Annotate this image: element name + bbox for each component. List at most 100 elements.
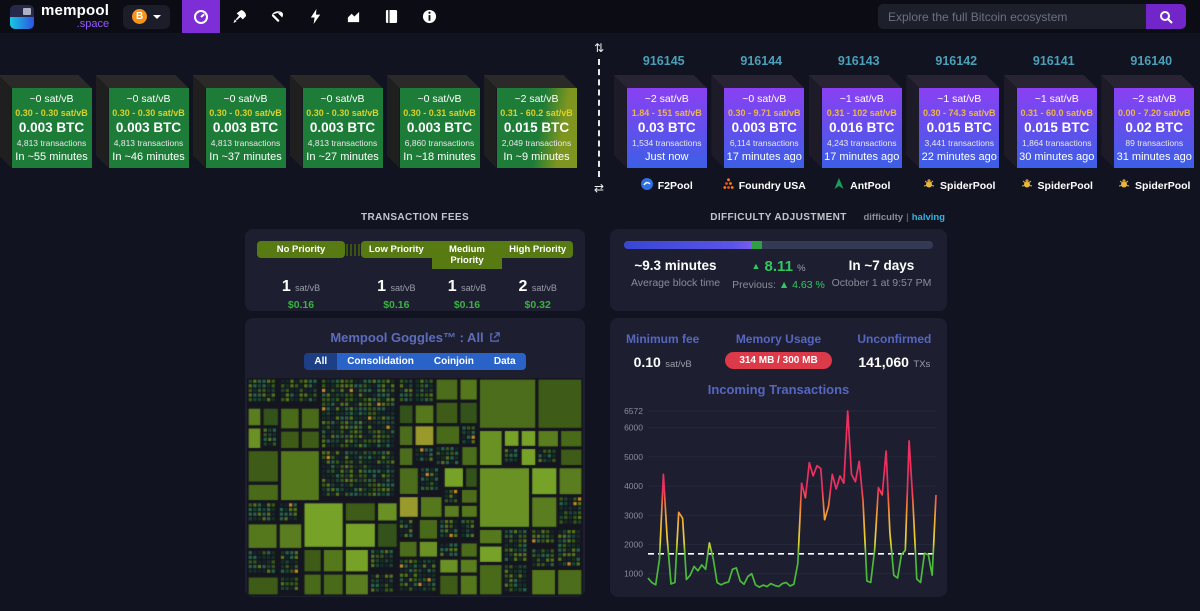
tx-count: 89 transactions	[1125, 138, 1183, 148]
total-fees: 0.03 BTC	[638, 120, 696, 135]
halving-link[interactable]: halving	[912, 212, 945, 223]
median-fee: ~2 sat/vB	[1132, 93, 1176, 105]
fees-title: TRANSACTION FEES	[245, 212, 585, 223]
search-icon	[1159, 10, 1173, 24]
median-fee: ~0 sat/vB	[126, 93, 170, 105]
fee-rate: 1 sat/vB	[361, 278, 432, 296]
blockchain-visualization: ~0 sat/vB 0.30 - 0.30 sat/vB 0.003 BTC 4,81…	[0, 40, 1200, 208]
main-nav	[182, 0, 448, 33]
search-input[interactable]	[878, 4, 1146, 29]
block-height[interactable]: 916144	[740, 54, 782, 74]
tx-count: 4,243 transactions	[827, 138, 896, 148]
fee-range: 0.31 - 60.2 sat/vB	[500, 108, 573, 118]
eta: In ~46 minutes	[112, 151, 184, 163]
block-height[interactable]: 916140	[1130, 54, 1172, 74]
mining-pool[interactable]: F2Pool	[641, 177, 693, 195]
tx-count: 4,813 transactions	[17, 138, 86, 148]
goggles-treemap[interactable]	[247, 378, 583, 596]
nav-docs-button[interactable]	[372, 0, 410, 33]
tx-count: 6,860 transactions	[405, 138, 474, 148]
total-fees: 0.003 BTC	[732, 120, 797, 135]
fee-separator	[345, 241, 361, 256]
fee-usd: $0.32	[502, 299, 573, 311]
median-fee: ~0 sat/vB	[320, 93, 364, 105]
tx-count: 3,441 transactions	[925, 138, 994, 148]
difficulty-link[interactable]: difficulty	[863, 212, 903, 223]
progress-recent	[752, 241, 762, 249]
goggles-tab-coinjoin[interactable]: Coinjoin	[424, 353, 484, 370]
mined-time: 30 minutes ago	[1019, 151, 1094, 163]
fee-range: 0.30 - 74.3 sat/vB	[923, 108, 996, 118]
nav-mining-button[interactable]	[258, 0, 296, 33]
eta: In ~18 minutes	[403, 151, 475, 163]
mining-pool[interactable]: SpiderPool	[1021, 177, 1093, 195]
pool-name: SpiderPool	[940, 180, 995, 192]
mining-pool[interactable]: Foundry USA	[723, 177, 806, 195]
mined-time: 17 minutes ago	[824, 151, 899, 163]
median-fee: ~1 sat/vB	[937, 93, 981, 105]
currency-selector[interactable]: B	[123, 5, 170, 29]
unconfirmed-label: Unconfirmed	[842, 332, 947, 346]
mempool-logo[interactable]: mempool .space	[0, 3, 119, 30]
svg-text:6572: 6572	[624, 406, 643, 416]
minimum-fee-value: 0.10 sat/vB	[610, 354, 715, 372]
goggles-tab-all[interactable]: All	[304, 353, 337, 370]
mining-pool[interactable]: SpiderPool	[1118, 177, 1190, 195]
search-button[interactable]	[1146, 4, 1186, 29]
memory-usage-label: Memory Usage	[715, 332, 841, 346]
median-fee: ~0 sat/vB	[29, 93, 73, 105]
sort-arrows-icon: ⇅	[594, 42, 604, 54]
nav-rocket-button[interactable]	[220, 0, 258, 33]
mining-pool[interactable]: SpiderPool	[923, 177, 995, 195]
spiderpool-icon	[1021, 177, 1033, 195]
pool-name: F2Pool	[658, 180, 693, 192]
difficulty-change: ▲ 8.11 %	[727, 258, 830, 275]
fee-badge-high: High Priority	[502, 241, 573, 258]
nav-lightning-button[interactable]	[296, 0, 334, 33]
mining-pool[interactable]: AntPool	[833, 177, 890, 195]
block-height[interactable]: 916145	[643, 54, 685, 74]
nav-about-button[interactable]	[410, 0, 448, 33]
pool-name: Foundry USA	[739, 180, 806, 192]
goggles-tab-data[interactable]: Data	[484, 353, 526, 370]
goggles-title-link[interactable]: Mempool Goggles™ : All	[245, 330, 585, 345]
fee-usd: $0.16	[432, 299, 503, 311]
f2pool-icon	[641, 177, 653, 195]
mined-time: 22 minutes ago	[922, 151, 997, 163]
docs-icon	[385, 9, 398, 24]
goggles-tab-consolidation[interactable]: Consolidation	[337, 353, 424, 370]
nav-dashboard-button[interactable]	[182, 0, 220, 33]
block-height[interactable]: 916142	[935, 54, 977, 74]
fee-range: 0.30 - 0.30 sat/vB	[112, 108, 185, 118]
block-height[interactable]: 916143	[838, 54, 880, 74]
nav-stats-button[interactable]	[334, 0, 372, 33]
mined-time: Just now	[645, 151, 688, 163]
total-fees: 0.015 BTC	[1024, 120, 1089, 135]
bitcoin-icon: B	[132, 9, 147, 24]
dashboard-icon	[193, 9, 209, 25]
pool-name: SpiderPool	[1038, 180, 1093, 192]
block-height[interactable]: 916141	[1033, 54, 1075, 74]
fee-range: 0.00 - 7.20 sat/vB	[1118, 108, 1191, 118]
spiderpool-icon	[1118, 177, 1130, 195]
chevron-down-icon	[153, 15, 161, 19]
